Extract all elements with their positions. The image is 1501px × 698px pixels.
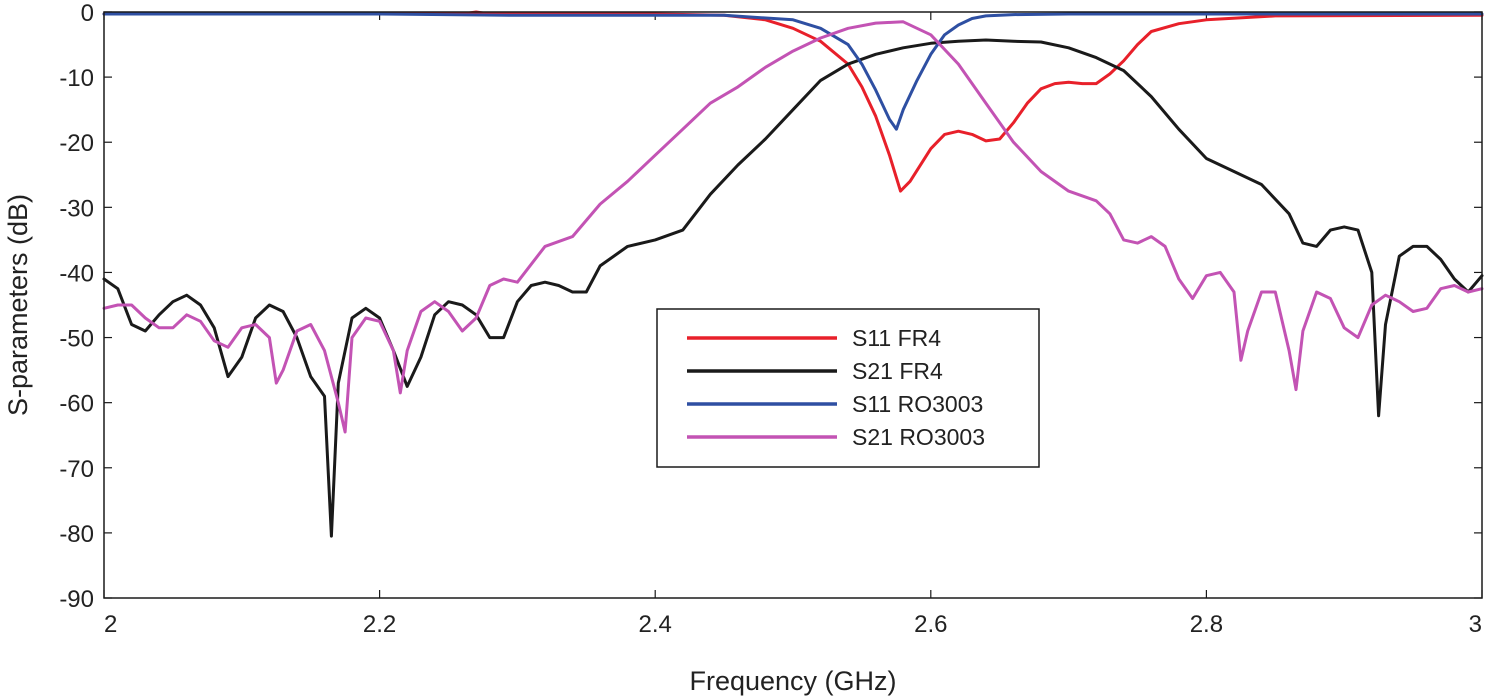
y-tick-label: -30	[59, 195, 94, 222]
series-lines	[102, 10, 1484, 538]
y-tick-label: -50	[59, 326, 94, 353]
legend-label: S11 RO3003	[852, 391, 983, 417]
y-tick-label: -40	[59, 260, 94, 287]
x-tick-label: 2.4	[639, 611, 672, 638]
axis-ticks	[103, 11, 1483, 599]
legend-box	[656, 308, 1040, 468]
y-tick-label: -10	[59, 65, 94, 92]
series-line-s11-fr4	[102, 10, 1484, 193]
x-tick-label: 3	[1469, 611, 1482, 638]
y-tick-label: -20	[59, 130, 94, 157]
x-axis-title: Frequency (GHz)	[689, 666, 896, 696]
x-tick-label: 2.6	[914, 611, 947, 638]
series-line-s21-fr4	[102, 38, 1484, 538]
y-tick-label: -90	[59, 586, 94, 613]
y-axis-title: S-parameters (dB)	[3, 194, 33, 416]
y-tick-label: 0	[81, 0, 94, 27]
legend-label: S21 FR4	[852, 358, 943, 384]
x-tick-label: 2.8	[1190, 611, 1223, 638]
x-tick-label: 2.2	[363, 611, 396, 638]
y-tick-label: -80	[59, 521, 94, 548]
y-tick-label: -60	[59, 391, 94, 418]
x-tick-label: 2	[104, 611, 117, 638]
plot-frame	[103, 11, 1483, 599]
series-line-s11-ro3003	[102, 12, 1484, 131]
y-tick-label: -70	[59, 456, 94, 483]
legend: S11 FR4 S21 FR4 S11 RO3003 S21 RO3003	[656, 308, 1040, 468]
legend-label: S11 FR4	[852, 325, 941, 351]
series-line-s21-ro3003	[102, 20, 1484, 434]
tick-labels: 2 2.2 2.4 2.6 2.8 3 0 -10 -20 -30 -40 -50 -60 -70 -80 -…	[59, 0, 1482, 638]
legend-label: S21 RO3003	[852, 424, 985, 450]
